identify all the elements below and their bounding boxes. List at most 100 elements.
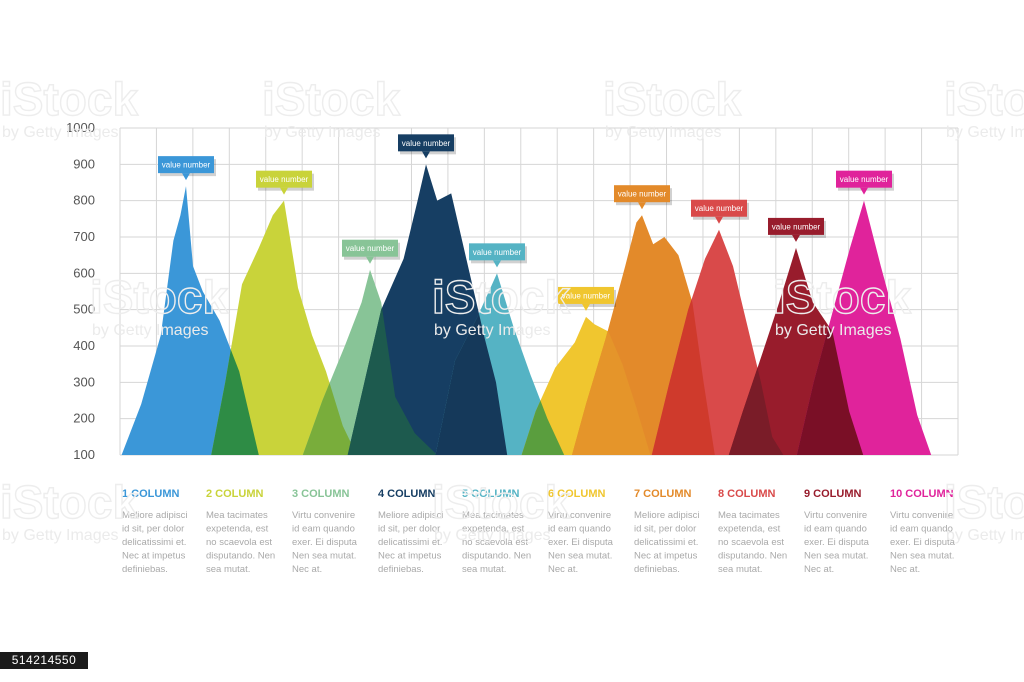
column-legend: 1 COLUMN Meliore adipisci id sit, per dolo… <box>122 488 956 575</box>
y-tick-label: 900 <box>73 156 95 171</box>
column-legend-7: 7 COLUMN Meliore adipisci id sit, per dolo… <box>634 488 699 575</box>
column-description-line: no scaevola est <box>718 537 784 548</box>
y-tick-label: 100 <box>73 447 95 462</box>
value-bubble-6: value number <box>558 286 616 311</box>
column-description-line: Nec at. <box>548 564 578 575</box>
value-bubble-2: value number <box>256 170 314 195</box>
svg-text:iStock: iStock <box>90 271 228 323</box>
column-title: 1 COLUMN <box>122 488 180 500</box>
column-title: 7 COLUMN <box>634 488 692 500</box>
svg-text:iStock: iStock <box>944 73 1024 125</box>
column-description-line: Mea tacimates <box>462 510 524 521</box>
value-bubble-5: value number <box>469 243 527 268</box>
y-tick-label: 1000 <box>66 120 95 135</box>
column-title: 10 COLUMN <box>890 488 954 500</box>
column-description-line: Virtu convenire <box>292 510 355 521</box>
column-description-line: id sit, per dolor <box>634 524 696 535</box>
bubble-label: value number <box>346 244 395 253</box>
column-description-line: exer. Ei disputa <box>804 537 870 548</box>
column-description-line: Nen sea mutat. <box>804 551 868 562</box>
column-description-line: Nen sea mutat. <box>292 551 356 562</box>
column-description-line: Virtu convenire <box>804 510 867 521</box>
y-tick-label: 200 <box>73 411 95 426</box>
column-title: 4 COLUMN <box>378 488 436 500</box>
svg-text:iStock: iStock <box>432 271 570 323</box>
overlap-9-10 <box>796 247 864 455</box>
svg-text:by Getty Images: by Getty Images <box>2 124 119 141</box>
svg-text:by Getty Images: by Getty Images <box>946 124 1024 141</box>
overlap-7-8 <box>651 229 715 455</box>
svg-text:by Getty Images: by Getty Images <box>605 124 722 141</box>
overlap-2-3 <box>302 269 357 455</box>
column-description-line: sea mutat. <box>462 564 506 575</box>
column-description-line: Nec at. <box>292 564 322 575</box>
value-bubble-1: value number <box>158 156 216 181</box>
svg-text:iStock: iStock <box>0 73 138 125</box>
column-legend-4: 4 COLUMN Meliore adipisci id sit, per dolo… <box>378 488 443 575</box>
column-description-line: id eam quando <box>890 524 953 535</box>
column-description-line: Nec at impetus <box>634 551 698 562</box>
y-tick-label: 500 <box>73 302 95 317</box>
y-axis-ticks: 1000 900 800 700 600 500 400 300 200 100 <box>66 120 95 462</box>
column-description-line: definiebas. <box>122 564 168 575</box>
svg-text:by Getty Images: by Getty Images <box>264 124 381 141</box>
column-title: 3 COLUMN <box>292 488 350 500</box>
column-description-line: disputando. Nen <box>462 551 531 562</box>
svg-text:by Getty Images: by Getty Images <box>775 322 892 339</box>
column-legend-5: 5 COLUMN Mea tacimates expetenda, est no sc… <box>462 488 531 575</box>
bubble-label: value number <box>562 291 611 300</box>
column-legend-10: 10 COLUMN Virtu convenire id eam quando exe… <box>890 488 956 575</box>
column-description-line: Virtu convenire <box>548 510 611 521</box>
column-description-line: Nec at. <box>890 564 920 575</box>
column-description-line: definiebas. <box>378 564 424 575</box>
y-tick-label: 600 <box>73 265 95 280</box>
column-description-line: Nec at. <box>804 564 834 575</box>
value-bubbles: value number value number value number valu… <box>158 134 894 311</box>
value-bubble-9: value number <box>768 217 826 242</box>
column-description-line: Mea tacimates <box>206 510 268 521</box>
column-description-line: Nen sea mutat. <box>890 551 954 562</box>
column-description-line: expetenda, est <box>206 524 269 535</box>
bubble-label: value number <box>473 248 522 257</box>
y-tick-label: 300 <box>73 374 95 389</box>
svg-text:iStock: iStock <box>262 73 400 125</box>
column-description-line: id sit, per dolor <box>378 524 440 535</box>
column-description-line: sea mutat. <box>206 564 250 575</box>
value-bubble-8: value number <box>691 199 749 224</box>
column-description-line: Nen sea mutat. <box>548 551 612 562</box>
column-title: 6 COLUMN <box>548 488 606 500</box>
svg-text:iStock: iStock <box>0 476 138 528</box>
column-description-line: no scaevola est <box>462 537 528 548</box>
column-description-line: expetenda, est <box>462 524 525 535</box>
column-description-line: exer. Ei disputa <box>292 537 358 548</box>
column-description-line: Nec at impetus <box>122 551 186 562</box>
bubble-label: value number <box>618 190 667 199</box>
bubble-label: value number <box>402 139 451 148</box>
column-description-line: expetenda, est <box>718 524 781 535</box>
column-description-line: id eam quando <box>548 524 611 535</box>
column-legend-3: 3 COLUMN Virtu convenire id eam quando exer… <box>292 488 358 575</box>
svg-text:iStock: iStock <box>432 476 570 528</box>
column-description-line: no scaevola est <box>206 537 272 548</box>
column-description-line: exer. Ei disputa <box>890 537 956 548</box>
svg-text:iStock: iStock <box>603 73 741 125</box>
value-bubble-3: value number <box>342 239 400 264</box>
svg-text:iStock: iStock <box>773 271 911 323</box>
column-description-line: disputando. Nen <box>718 551 787 562</box>
column-description-line: Meliore adipisci <box>378 510 443 521</box>
column-description-line: delicatissimi et. <box>378 537 442 548</box>
svg-text:by Getty Images: by Getty Images <box>434 527 551 544</box>
svg-text:by Getty Images: by Getty Images <box>2 527 119 544</box>
column-description-line: disputando. Nen <box>206 551 275 562</box>
bubble-label: value number <box>840 175 889 184</box>
column-description-line: definiebas. <box>634 564 680 575</box>
column-title: 2 COLUMN <box>206 488 264 500</box>
